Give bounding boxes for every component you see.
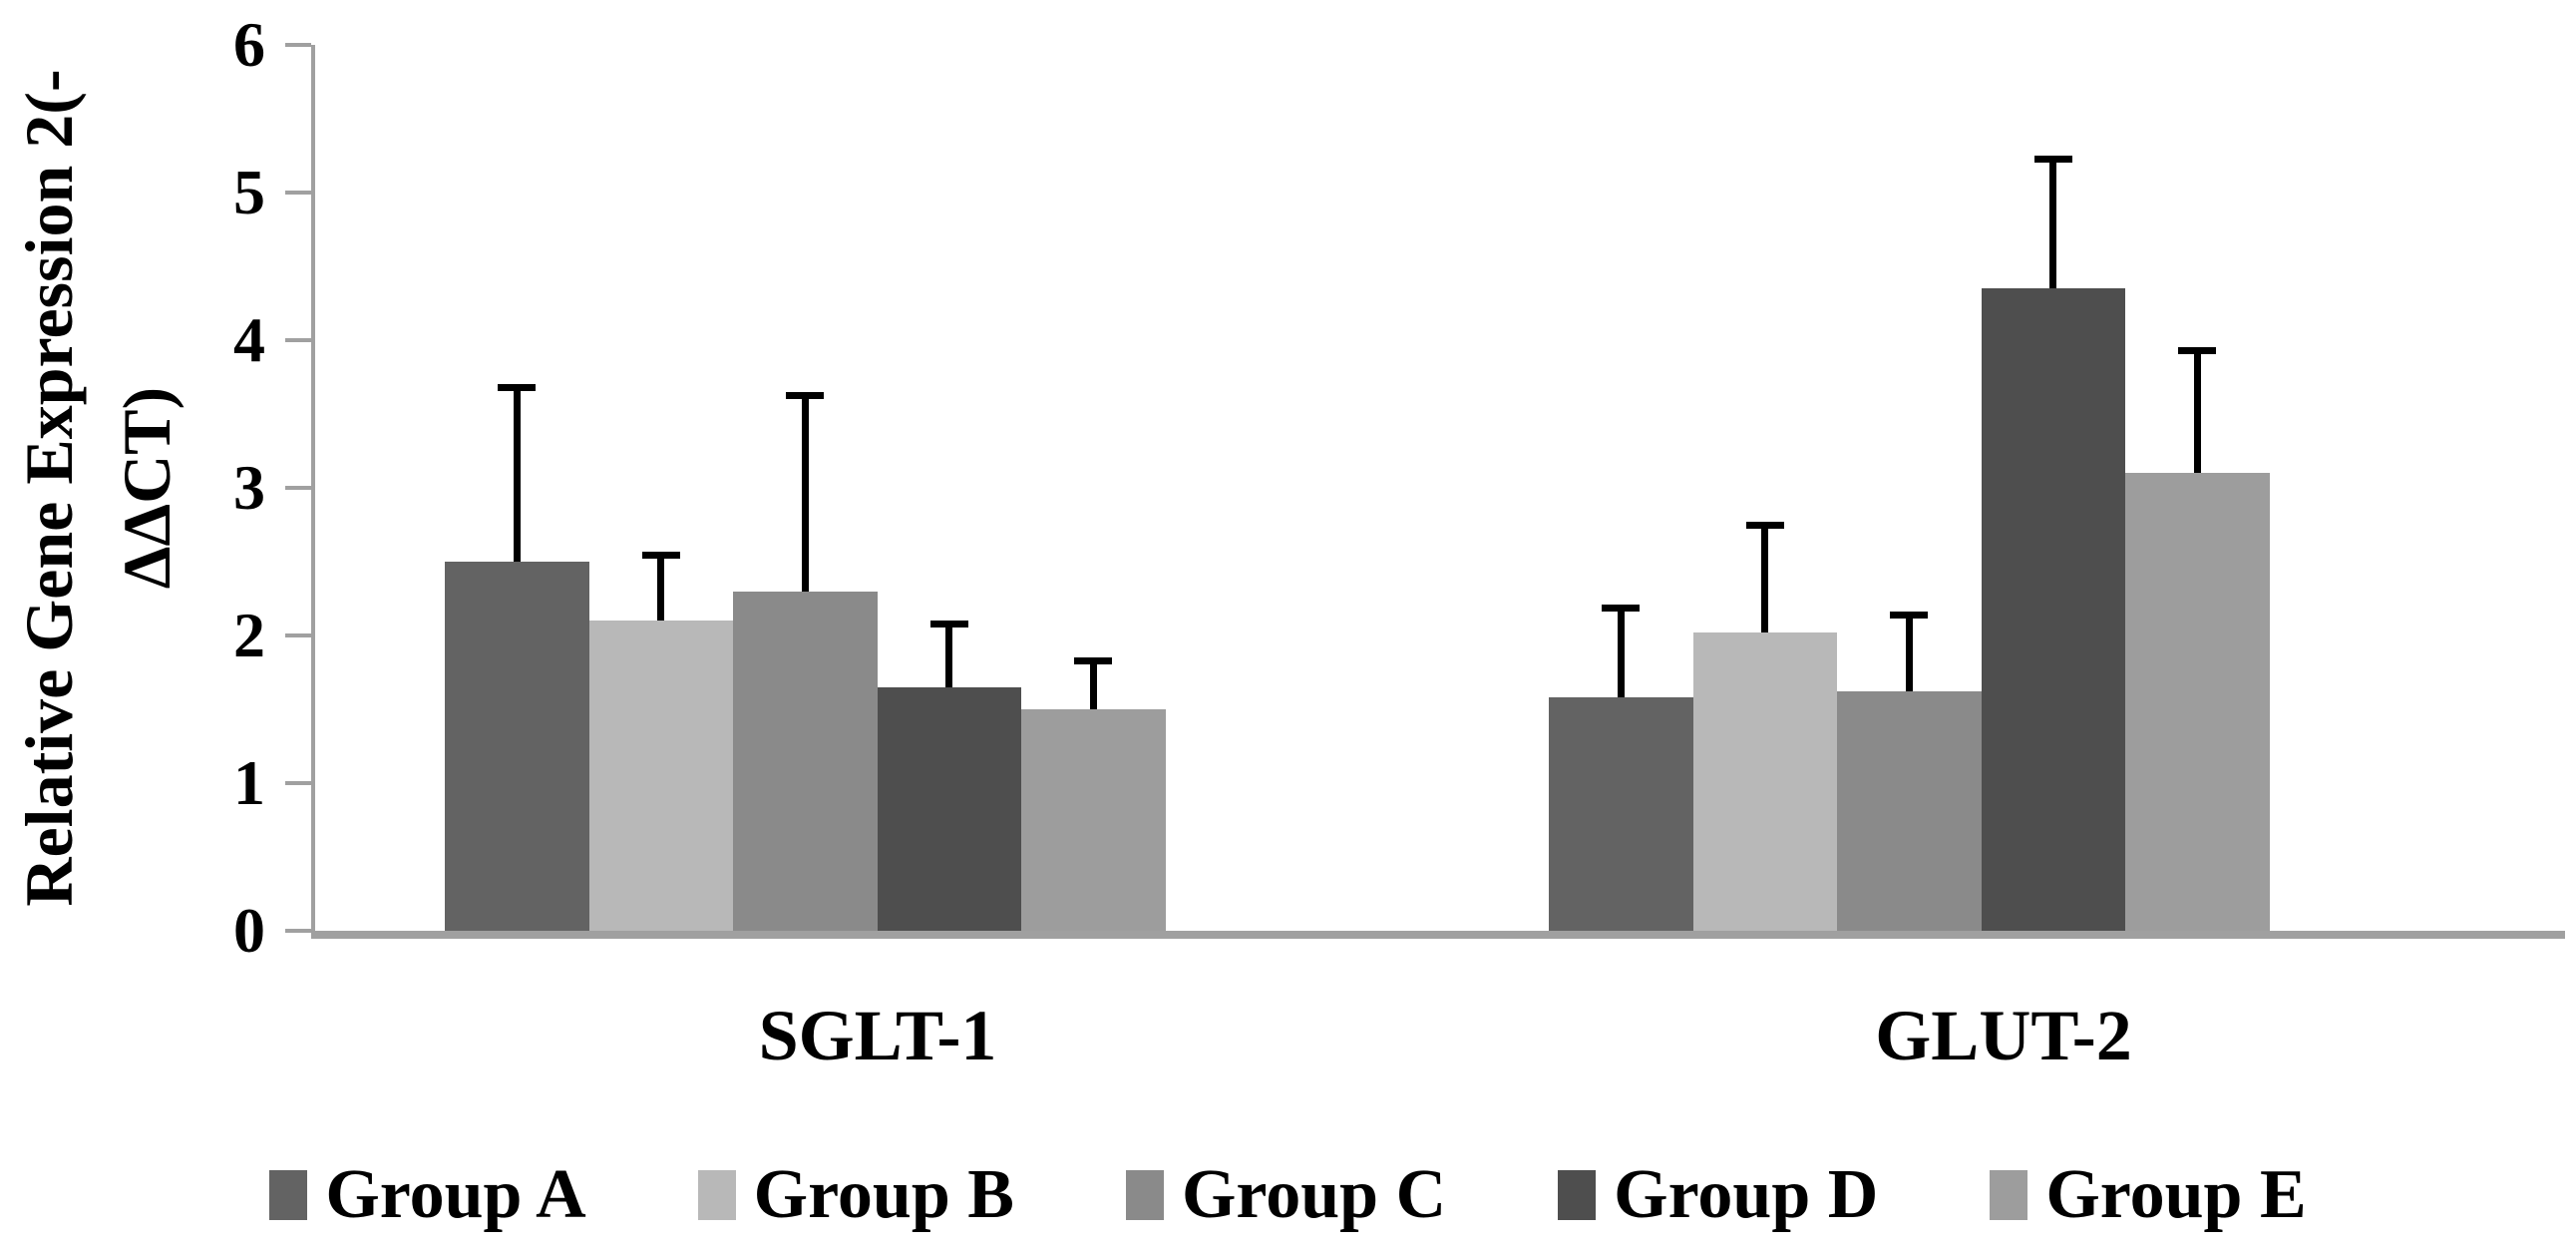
bar-glut-2-group-c [1837,612,1982,931]
legend-swatch-group-c [1125,1170,1164,1220]
error-bar-line-sglt-1-group-e [1089,664,1097,709]
legend-label-group-a: Group A [325,1156,586,1233]
y-axis-tick-4 [285,338,311,342]
bar-sglt-1-group-c [733,391,878,931]
legend-swatch-group-b [697,1170,736,1220]
bar-sglt-1-group-b [588,551,733,931]
legend-label-group-e: Group E [2045,1156,2307,1233]
legend-item-group-d: Group D [1558,1155,1878,1235]
y-axis-tick-label-5: 5 [233,157,265,227]
y-axis-tick-label-3: 3 [233,452,265,523]
error-bar-cap-glut-2-group-c [1890,612,1929,620]
error-bar-line-glut-2-group-d [2049,163,2057,289]
error-bar-cap-glut-2-group-b [1745,522,1784,530]
y-axis-tick-6 [285,43,311,47]
legend-swatch-group-d [1558,1170,1597,1220]
bar-glut-2-group-d [1981,156,2125,931]
y-axis-tick-1 [285,781,311,785]
y-axis-tick-3 [285,486,311,490]
legend-label-group-b: Group B [753,1156,1014,1233]
y-axis-tick-0 [285,929,311,933]
bar-glut-2-group-e [2125,347,2270,931]
legend-label-group-d: Group D [1614,1156,1879,1233]
bar-glut-2-group-b [1692,522,1837,931]
legend-swatch-group-e [1990,1170,2028,1220]
category-label-sglt-1: SGLT-1 [758,996,997,1075]
plot-area: 0 1 2 3 4 5 6 SGLT-1 GLUT-2 [233,9,2565,1075]
legend: Group A Group B Group C Group D Group E [0,1155,2576,1235]
error-bar-cap-glut-2-group-a [1602,604,1641,612]
legend-label-group-c: Group C [1181,1156,1447,1233]
y-axis-tick-label-4: 4 [233,304,265,375]
y-axis-tick-label-6: 6 [233,9,265,80]
error-bar-cap-glut-2-group-d [2033,156,2072,164]
y-axis-tick-label-1: 1 [233,747,265,818]
bar-group-sglt-1 [445,45,1166,931]
y-axis-title-line1: Relative Gene Expression 2(- [11,69,87,907]
bar-sglt-1-group-d [877,621,1021,931]
error-bar-cap-sglt-1-group-a [498,384,537,392]
error-bar-cap-sglt-1-group-d [929,621,968,628]
error-bar-line-sglt-1-group-d [945,628,953,687]
error-bar-cap-glut-2-group-e [2178,347,2217,355]
error-bar-line-sglt-1-group-c [801,398,809,592]
legend-item-group-c: Group C [1125,1155,1447,1235]
legend-item-group-b: Group B [697,1155,1014,1235]
y-axis-tick-label-2: 2 [233,600,265,670]
error-bar-cap-sglt-1-group-e [1074,657,1113,665]
bar-sglt-1-group-e [1021,657,1166,931]
error-bar-cap-sglt-1-group-b [641,551,680,559]
error-bar-line-sglt-1-group-b [657,558,665,622]
error-bar-line-glut-2-group-b [1761,529,1769,633]
error-bar-line-glut-2-group-e [2193,354,2201,474]
legend-swatch-group-a [269,1170,308,1220]
error-bar-line-glut-2-group-c [1905,619,1913,692]
y-axis-tick-label-0: 0 [233,895,265,966]
error-bar-cap-sglt-1-group-c [786,391,825,399]
bar-sglt-1-group-a [445,384,589,931]
error-bar-line-glut-2-group-a [1617,611,1625,698]
y-axis-tick-5 [285,191,311,195]
bar-glut-2-group-a [1549,604,1693,931]
legend-item-group-a: Group A [269,1155,586,1235]
legend-item-group-e: Group E [1990,1155,2307,1235]
error-bar-line-sglt-1-group-a [513,391,521,562]
y-axis-tick-2 [285,633,311,637]
bar-group-glut-2 [1549,45,2270,931]
category-label-glut-2: GLUT-2 [1875,996,2132,1075]
